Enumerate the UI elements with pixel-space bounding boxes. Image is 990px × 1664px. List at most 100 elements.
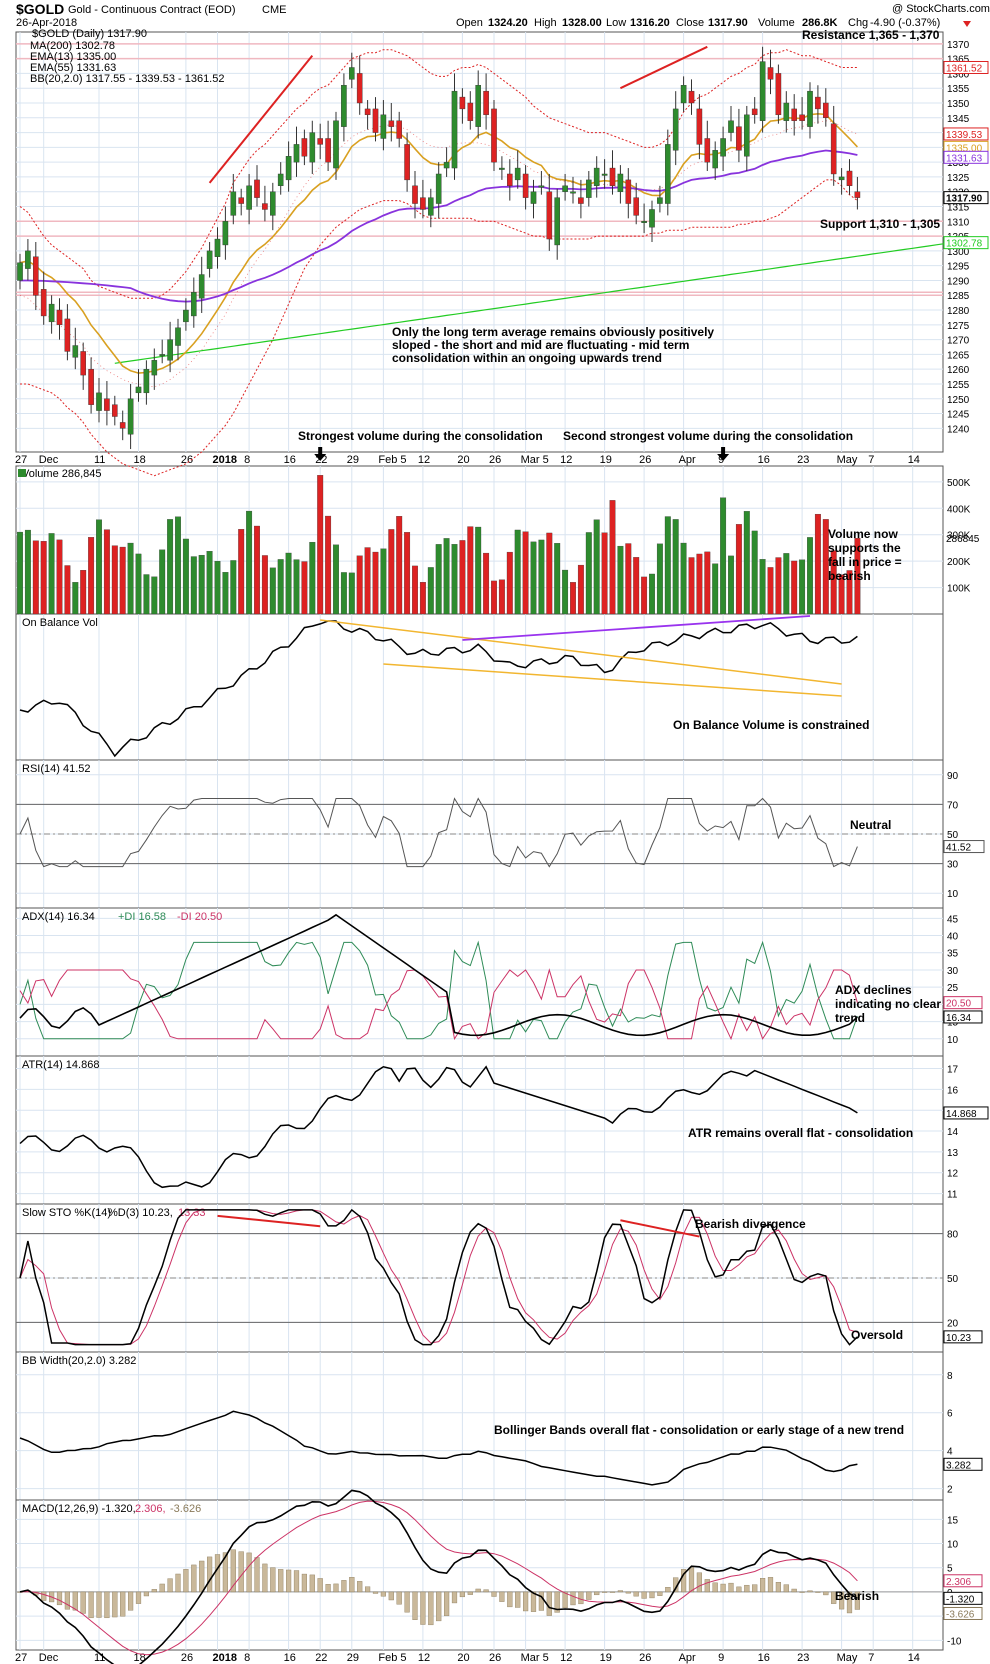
candle-body xyxy=(609,167,616,187)
macd-histogram-bar xyxy=(570,1591,576,1606)
x-tick-label-bottom: 27 xyxy=(15,1652,27,1664)
y-tick-label-vol: 100K xyxy=(947,584,971,595)
volume-bar xyxy=(340,572,347,615)
x-tick-label-bottom: 19 xyxy=(600,1652,612,1664)
candle-body xyxy=(301,138,308,157)
volume-bar xyxy=(64,565,71,615)
candle-body xyxy=(222,221,229,246)
macd-histogram-bar xyxy=(191,1564,197,1593)
macd-histogram-bar xyxy=(317,1578,323,1593)
atr-last-label: 14.868 xyxy=(946,1109,977,1120)
candle-body xyxy=(254,179,260,198)
volume-bar xyxy=(585,532,592,615)
volume-bar xyxy=(167,519,174,615)
x-tick-label-bottom: 26 xyxy=(639,1652,651,1664)
rsi-title: RSI(14) 41.52 xyxy=(22,763,90,775)
candle-body xyxy=(507,173,513,187)
macd-histogram-bar xyxy=(649,1591,655,1599)
candle-body xyxy=(277,173,284,187)
candle-body xyxy=(854,191,861,198)
volume-bar xyxy=(814,513,821,615)
macd-histogram-bar xyxy=(365,1586,371,1593)
volume-bar xyxy=(317,475,324,615)
price-value-box xyxy=(943,236,989,250)
candle-body xyxy=(190,292,197,317)
macd-histogram-bar xyxy=(459,1591,466,1598)
x-tick-label-bottom: Apr xyxy=(679,1652,696,1664)
candle-body xyxy=(372,108,379,133)
y-tick-label-price: 1240 xyxy=(947,424,970,435)
sto-last-label: 10.23 xyxy=(946,1333,971,1344)
x-tick-label-bottom: 2018 xyxy=(213,1652,237,1664)
open-value: 1324.20 xyxy=(488,17,528,29)
x-tick-label-bottom: Dec xyxy=(39,1652,59,1664)
candle-body xyxy=(657,197,663,204)
volume-bar xyxy=(688,557,695,615)
volume-bar xyxy=(459,540,466,615)
volume-bar xyxy=(791,560,798,615)
candle-body xyxy=(309,132,316,163)
obv-title: On Balance Vol xyxy=(22,617,98,629)
candle-body xyxy=(617,173,624,192)
open-label: Open xyxy=(456,17,483,29)
macd-histogram-bar xyxy=(135,1591,142,1604)
macd-histogram-bar xyxy=(451,1591,458,1604)
macd-histogram-bar xyxy=(127,1591,134,1611)
candle-body xyxy=(33,256,39,296)
volume-bar xyxy=(143,574,150,615)
candle-body xyxy=(17,262,23,281)
macd-histogram-bar xyxy=(96,1591,102,1618)
ohlc-readout: Open 1324.20 High 1328.00 Low 1316.20 Cl… xyxy=(456,17,971,29)
volume-bar xyxy=(111,545,118,615)
chart-date: 26-Apr-2018 xyxy=(16,17,77,29)
candle-body xyxy=(443,161,450,169)
price-value-label: 1335.00 xyxy=(946,143,983,154)
bb-upper-line xyxy=(19,49,858,299)
volume-bar xyxy=(285,552,292,615)
macd-histogram-bar xyxy=(538,1591,545,1611)
rsi-line xyxy=(19,797,858,868)
candle-body xyxy=(475,85,482,127)
volume-note-3: fall in price = xyxy=(828,555,902,569)
x-tick-label-bottom: 16 xyxy=(284,1652,296,1664)
volume-bar xyxy=(119,546,126,615)
y-tick-label-price: 1275 xyxy=(947,321,970,332)
candle-body xyxy=(483,90,489,116)
x-tick-label-bottom: 23 xyxy=(797,1652,809,1664)
volume-bar xyxy=(96,519,102,615)
volume-legend-icon xyxy=(18,469,26,477)
panel-adx xyxy=(15,907,944,1057)
volume-bar xyxy=(625,543,632,615)
candle-body xyxy=(230,191,237,216)
macd-histogram-bar xyxy=(633,1591,639,1597)
volume-bar xyxy=(419,582,426,615)
low-label: Low xyxy=(606,17,626,29)
candle-body xyxy=(428,197,434,216)
macd-histogram-bar xyxy=(775,1582,782,1593)
candle-body xyxy=(104,398,110,411)
macd-histogram-bar xyxy=(396,1591,402,1605)
obv-line xyxy=(19,620,858,758)
candle-body xyxy=(459,96,466,110)
x-tick-label: 23 xyxy=(797,454,809,466)
macd-histogram-bar xyxy=(388,1591,394,1601)
macd-histogram-bar xyxy=(230,1549,236,1593)
chg-value: -4.90 (-0.37%) xyxy=(870,17,940,29)
y-tick-label-price: 1255 xyxy=(947,380,970,391)
volume-bar xyxy=(641,576,648,615)
candle-body xyxy=(25,250,31,269)
candle-body xyxy=(759,61,766,121)
adx-last-label: 16.34 xyxy=(946,1013,971,1024)
candle-body xyxy=(270,191,276,216)
averages-note-3: consolidation within an ongoing upwards … xyxy=(392,351,662,365)
volume-bar xyxy=(293,559,300,615)
candle-body xyxy=(514,167,521,181)
candle-body xyxy=(72,345,79,358)
y-tick-label-price: 1310 xyxy=(947,217,970,228)
volume-bar xyxy=(198,554,205,615)
sto-title-d: %D(3) 10.23, xyxy=(108,1207,173,1219)
panel-macd xyxy=(15,1499,944,1651)
candle-body xyxy=(846,170,853,187)
y-tick-label-sto: 20 xyxy=(947,1318,959,1329)
macd-histogram-bar xyxy=(657,1591,663,1596)
